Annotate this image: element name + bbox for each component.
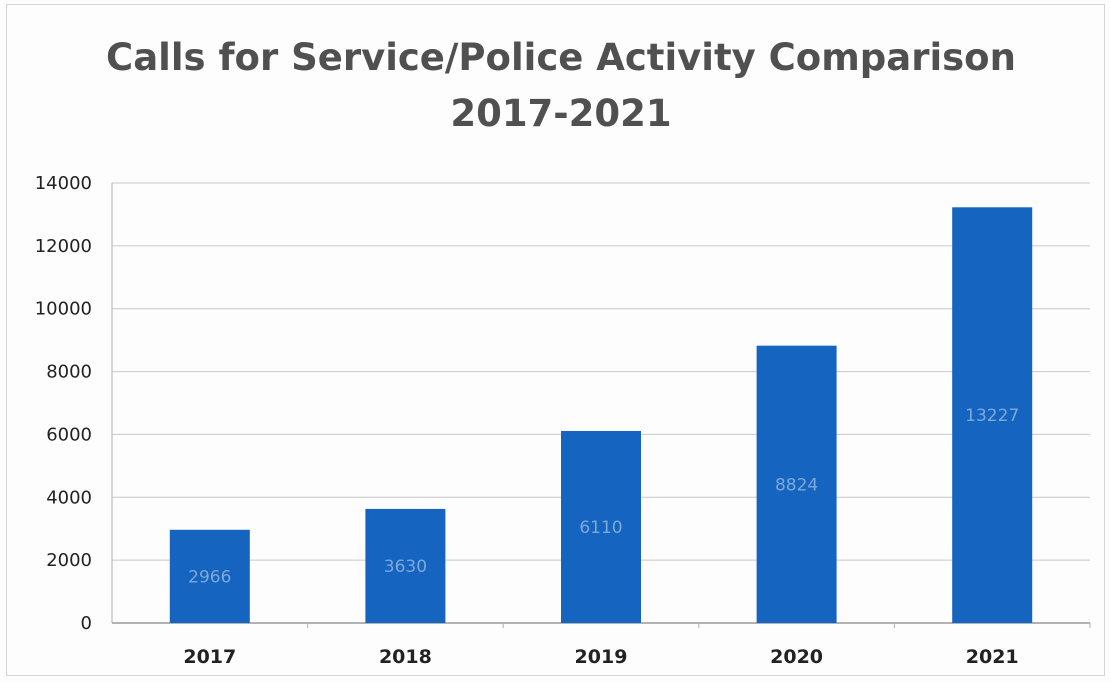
x-category-label-2018: 2018 xyxy=(379,646,432,668)
y-tick-label: 10000 xyxy=(35,299,92,320)
x-category-label-2019: 2019 xyxy=(575,646,628,668)
x-category-label-2021: 2021 xyxy=(966,646,1019,668)
y-tick-label: 0 xyxy=(81,613,92,634)
y-tick-label: 8000 xyxy=(46,362,92,383)
y-axis-tick-labels: 0 2000 4000 6000 8000 10000 12000 14000 xyxy=(35,173,92,634)
y-tick-label: 6000 xyxy=(46,424,92,445)
y-tick-label: 14000 xyxy=(35,173,92,194)
y-tick-label: 2000 xyxy=(46,550,92,571)
x-axis-category-labels: 2017 2018 2019 2020 2021 xyxy=(183,646,1018,668)
bars xyxy=(170,207,1032,623)
x-category-label-2020: 2020 xyxy=(770,646,823,668)
y-tick-label: 4000 xyxy=(46,487,92,508)
y-tick-label: 12000 xyxy=(35,236,92,257)
bar-data-label-2021: 13227 xyxy=(965,406,1019,426)
bar-data-label-2018: 3630 xyxy=(384,557,427,577)
bar-data-label-2019: 6110 xyxy=(579,518,622,538)
bar-data-label-2020: 8824 xyxy=(775,475,818,495)
bar-data-label-2017: 2966 xyxy=(188,567,231,587)
x-category-label-2017: 2017 xyxy=(183,646,236,668)
